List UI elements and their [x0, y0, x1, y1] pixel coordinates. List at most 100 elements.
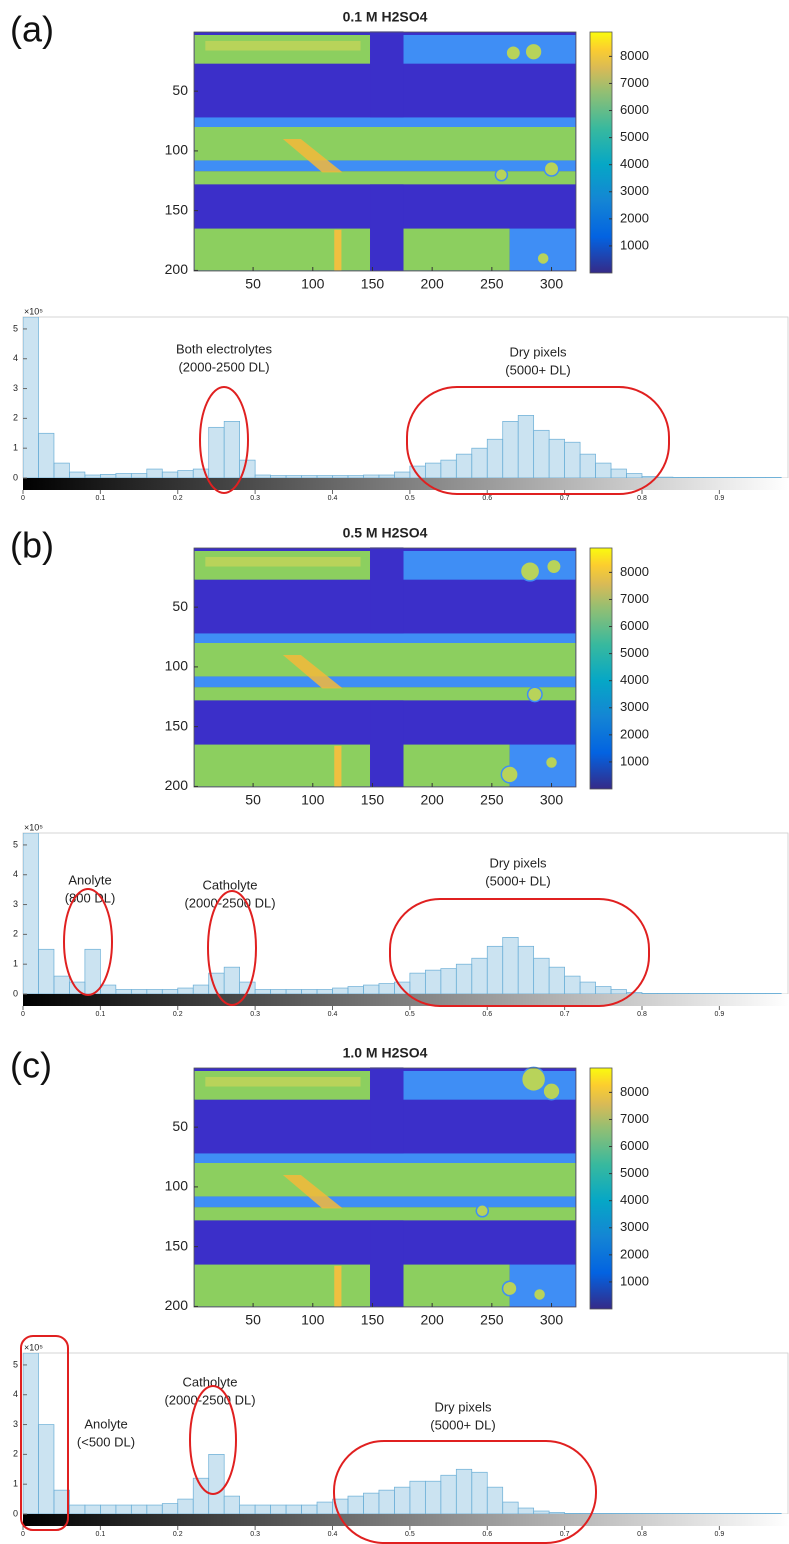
x-tick-label: 0.7	[560, 1531, 570, 1538]
histogram-bar	[192, 1477, 210, 1515]
image-region	[194, 1196, 576, 1208]
y-tick-label: 100	[165, 658, 189, 674]
histogram-bar	[688, 1513, 705, 1515]
x-tick-label: 150	[361, 1312, 385, 1328]
image-droplet	[536, 251, 550, 266]
histogram-bar	[455, 1468, 473, 1515]
image-droplet	[519, 560, 541, 582]
histogram-bar	[533, 429, 550, 479]
histogram-bar	[146, 989, 163, 995]
image-frame	[193, 31, 577, 272]
image-region	[194, 1153, 576, 1164]
image-droplet	[494, 168, 509, 182]
image-region	[194, 744, 371, 787]
histogram-bar	[409, 1480, 426, 1515]
image-region	[403, 228, 510, 271]
histogram-bar	[254, 1504, 271, 1515]
image-droplet	[542, 1082, 561, 1101]
image-droplet	[526, 686, 543, 703]
chart-title: 1.0 M H2SO4	[343, 1045, 428, 1061]
image-droplet	[524, 42, 543, 61]
histogram-bar	[301, 1504, 318, 1515]
y-tick-label: 1	[13, 443, 18, 453]
colorbar-tick-label: 1000	[620, 237, 649, 252]
image-droplet	[501, 1280, 518, 1297]
x-tick-label: 0.8	[637, 1531, 647, 1538]
histogram-bar	[610, 989, 627, 995]
histogram-bar	[177, 1498, 194, 1515]
histogram-bar	[734, 993, 751, 995]
colorbar-tick-label: 2000	[620, 210, 649, 225]
histogram-bar	[115, 473, 132, 479]
histogram-bar	[502, 1501, 519, 1515]
image-region	[205, 1076, 361, 1087]
y-tick-label: 100	[165, 1178, 189, 1194]
histogram-bar	[177, 470, 194, 479]
annotation: (2000-2500 DL)	[178, 359, 269, 374]
histogram-bar	[208, 426, 225, 479]
y-tick-label: 200	[165, 777, 189, 793]
histogram-bar	[471, 957, 488, 995]
histogram-bar	[239, 1504, 256, 1515]
x-tick-label: 0.5	[405, 1011, 415, 1018]
x-tick-label: 0.6	[482, 495, 492, 502]
image-region	[403, 34, 576, 64]
histogram-bar	[548, 966, 565, 995]
x-tick-label: 0.8	[637, 1011, 647, 1018]
annotation: Dry pixels	[434, 1399, 492, 1414]
histogram-bar	[672, 477, 689, 479]
histogram-bar	[749, 477, 767, 479]
histogram-bar	[424, 969, 442, 995]
x-tick-label: 0.2	[173, 1011, 183, 1018]
annotation: Dry pixels	[509, 344, 567, 359]
histogram-bar	[703, 1513, 720, 1515]
histogram-bar	[672, 1513, 689, 1515]
histogram-bar	[270, 989, 287, 995]
plot-frame	[22, 316, 789, 479]
histogram-bar	[564, 1513, 581, 1515]
image	[194, 31, 576, 271]
histogram-bar	[270, 1504, 287, 1515]
histogram-bar	[38, 1424, 55, 1515]
histogram-bar	[254, 989, 271, 995]
histogram-bar	[378, 983, 395, 995]
y-tick-label: 50	[172, 82, 188, 98]
colorbar-tick-label: 3000	[620, 183, 649, 198]
histogram-bar	[394, 1486, 411, 1515]
colorbar-tick-label: 6000	[620, 102, 649, 117]
highlight-box	[20, 1335, 69, 1531]
histogram-bar	[347, 475, 364, 479]
histogram-bar	[223, 966, 240, 995]
annotation: (<500 DL)	[77, 1434, 135, 1449]
highlight-box	[406, 386, 670, 495]
image-region	[194, 676, 576, 688]
histogram-bar	[363, 984, 380, 995]
x-tick-label: 150	[361, 276, 385, 292]
histogram-bar	[69, 471, 86, 479]
x-tick-label: 0.2	[173, 495, 183, 502]
x-tick-label: 0	[21, 1011, 25, 1018]
y-tick-label: 0	[13, 472, 18, 482]
annotation: Anolyte	[68, 872, 111, 887]
histogram-bar	[440, 1474, 457, 1515]
histogram-bar	[641, 993, 658, 995]
image-region	[370, 184, 404, 271]
x-tick-label: 100	[301, 792, 325, 808]
colorbar-tick-label: 5000	[620, 1165, 649, 1180]
intensity-bar	[23, 478, 789, 490]
chart-title: 0.5 M H2SO4	[343, 525, 428, 541]
histogram-bar	[130, 473, 148, 479]
colorbar-tick-label: 8000	[620, 1084, 649, 1099]
y-tick-label: 0	[13, 1508, 18, 1518]
x-tick-label: 250	[480, 792, 504, 808]
x-tick-label: 250	[480, 276, 504, 292]
x-tick-label: 0.7	[560, 1011, 570, 1018]
y-tick-label: 1	[13, 1479, 18, 1489]
histogram-bar	[719, 477, 736, 479]
y-tick-label: 5	[13, 1359, 18, 1369]
histogram-bar	[316, 1501, 333, 1515]
histogram-bar	[53, 975, 70, 995]
x-tick-label: 0.4	[328, 495, 338, 502]
histogram-bar	[332, 987, 349, 995]
